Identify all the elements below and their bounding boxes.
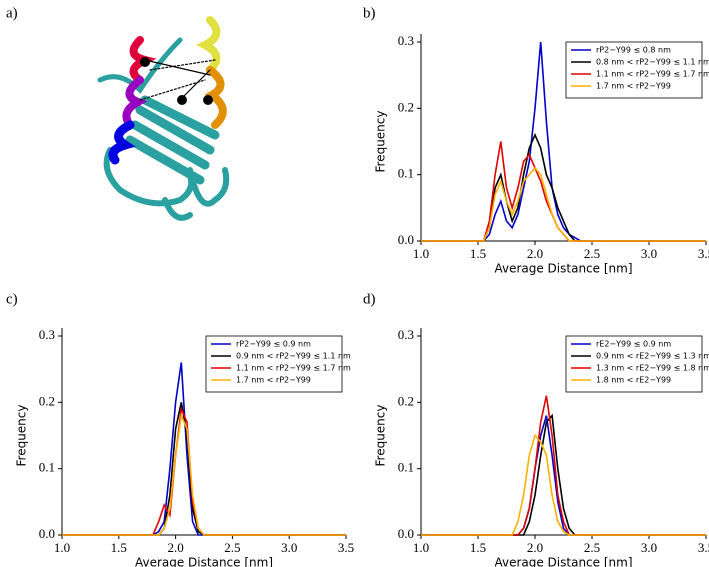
y-tick-label: 0.3 xyxy=(39,327,55,342)
legend-label: 1.1 nm < rP2−Y99 ≤ 1.7 nm xyxy=(596,70,709,79)
legend-label: 1.8 nm < rE2−Y99 xyxy=(596,376,671,385)
y-tick-label: 0.2 xyxy=(398,393,414,408)
x-tick-label: 1.0 xyxy=(413,246,429,261)
legend-label: 0.9 nm < rP2−Y99 ≤ 1.1 nm xyxy=(236,352,351,361)
x-tick-label: 3.5 xyxy=(698,540,709,555)
legend-label: 1.3 nm < rE2−Y99 ≤ 1.8 nm xyxy=(596,364,709,373)
y-tick-label: 0.3 xyxy=(398,33,414,48)
legend-label: 0.9 nm < rE2−Y99 ≤ 1.3 nm xyxy=(596,352,709,361)
x-tick-label: 2.0 xyxy=(527,246,543,261)
y-tick-label: 0.1 xyxy=(39,460,55,475)
x-tick-label: 1.5 xyxy=(111,540,127,555)
x-tick-label: 3.0 xyxy=(281,540,297,555)
x-tick-label: 3.5 xyxy=(698,246,709,261)
series-line xyxy=(62,402,346,536)
y-tick-label: 0.1 xyxy=(398,460,414,475)
series-line xyxy=(421,413,706,536)
x-tick-label: 2.5 xyxy=(224,540,240,555)
y-axis-label: Frequency xyxy=(374,111,388,173)
y-axis-label: Frequency xyxy=(374,405,388,467)
series-line xyxy=(421,433,706,536)
protein-image xyxy=(97,16,230,221)
legend-label: rP2−Y99 ≤ 0.9 nm xyxy=(236,340,311,349)
x-axis-label: Average Distance [nm] xyxy=(494,556,632,567)
panel-label: a) xyxy=(6,5,18,21)
y-tick-label: 0.3 xyxy=(398,327,414,342)
y-tick-label: 0.2 xyxy=(39,393,55,408)
x-tick-label: 1.0 xyxy=(54,540,70,555)
x-tick-label: 2.0 xyxy=(527,540,543,555)
y-tick-label: 0.0 xyxy=(398,526,414,541)
x-tick-label: 1.0 xyxy=(413,540,429,555)
legend-label: 1.1 nm < rP2−Y99 ≤ 1.7 nm xyxy=(236,364,351,373)
panel-label: c) xyxy=(6,291,18,307)
x-axis-label: Average Distance [nm] xyxy=(494,262,632,276)
y-tick-label: 0.1 xyxy=(398,166,414,181)
y-axis-label: Frequency xyxy=(15,405,29,467)
x-tick-label: 3.0 xyxy=(641,540,657,555)
panel-label: b) xyxy=(363,5,376,21)
legend-box xyxy=(205,335,343,393)
series-line xyxy=(421,132,706,242)
series-line xyxy=(421,41,706,242)
legend-label: rE2−Y99 ≤ 0.9 nm xyxy=(596,340,671,349)
x-tick-label: 2.5 xyxy=(584,246,600,261)
panel-label: d) xyxy=(363,291,376,307)
y-tick-label: 0.0 xyxy=(39,526,55,541)
x-axis-label: Average Distance [nm] xyxy=(135,556,273,567)
x-tick-label: 2.0 xyxy=(167,540,183,555)
legend-label: 0.8 nm < rP2−Y99 ≤ 1.1 nm xyxy=(596,58,709,67)
x-tick-label: 1.5 xyxy=(470,540,486,555)
x-tick-label: 1.5 xyxy=(470,246,486,261)
legend-label: rP2−Y99 ≤ 0.8 nm xyxy=(596,46,671,55)
x-tick-label: 2.5 xyxy=(584,540,600,555)
legend-box xyxy=(565,41,703,99)
legend-box xyxy=(565,335,703,393)
series-line xyxy=(62,412,346,536)
y-tick-label: 0.0 xyxy=(398,232,414,247)
x-tick-label: 3.0 xyxy=(641,246,657,261)
y-tick-label: 0.2 xyxy=(398,99,414,114)
series-line xyxy=(421,415,706,536)
legend-label: 1.7 nm < rP2−Y99 xyxy=(596,82,671,91)
series-line xyxy=(421,395,706,536)
x-tick-label: 3.5 xyxy=(338,540,354,555)
series-line xyxy=(421,166,706,242)
legend-label: 1.7 nm < rP2−Y99 xyxy=(236,376,311,385)
series-line xyxy=(62,405,346,536)
